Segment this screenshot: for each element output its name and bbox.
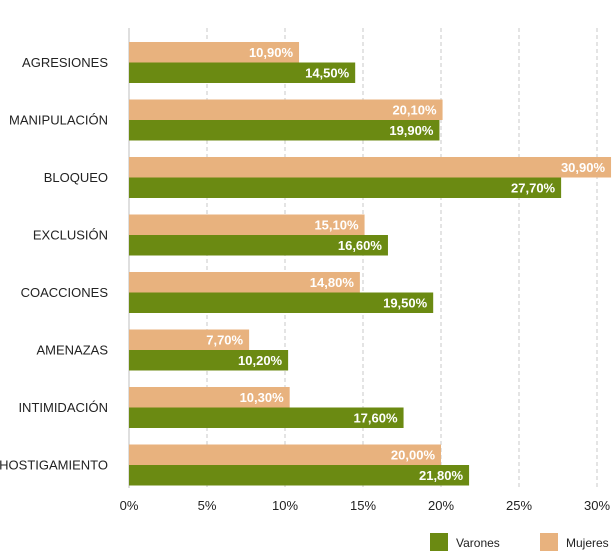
x-tick-label: 15% (350, 498, 376, 513)
x-tick-label: 5% (198, 498, 217, 513)
legend-label-varones: Varones (456, 536, 500, 550)
data-label-mujeres: 15,10% (314, 217, 359, 232)
bar-varones[interactable] (129, 292, 434, 314)
bar-varones[interactable] (129, 350, 289, 371)
bar-mujeres[interactable] (129, 157, 612, 178)
data-label-varones: 19,90% (389, 123, 434, 138)
legend-label-mujeres: Mujeres (566, 536, 609, 550)
bar-varones[interactable] (129, 120, 440, 141)
legend-swatch-varones (430, 533, 448, 551)
bar-mujeres[interactable] (129, 42, 300, 63)
bar-mujeres[interactable] (129, 99, 443, 121)
category-label: INTIMIDACIÓN (18, 400, 108, 415)
bar-mujeres[interactable] (129, 329, 250, 351)
data-label-varones: 17,60% (353, 410, 398, 425)
category-label: AGRESIONES (22, 55, 108, 70)
bar-mujeres[interactable] (129, 387, 290, 408)
bar-varones[interactable] (129, 465, 470, 486)
data-label-mujeres: 14,80% (310, 275, 355, 290)
bar-varones[interactable] (129, 235, 388, 256)
category-label: COACCIONES (21, 285, 109, 300)
data-label-varones: 21,80% (419, 468, 464, 483)
category-label: HOSTIGAMIENTO (0, 458, 108, 473)
data-label-mujeres: 30,90% (561, 160, 606, 175)
x-tick-label: 25% (506, 498, 532, 513)
data-label-varones: 10,20% (238, 353, 283, 368)
data-label-varones: 14,50% (305, 65, 350, 80)
category-label: MANIPULACIÓN (9, 113, 108, 128)
data-label-mujeres: 20,10% (392, 102, 437, 117)
x-tick-label: 20% (428, 498, 454, 513)
data-label-mujeres: 10,90% (249, 45, 294, 60)
data-label-varones: 19,50% (383, 295, 428, 310)
bar-mujeres[interactable] (129, 272, 360, 293)
category-label: BLOQUEO (44, 170, 108, 185)
x-tick-label: 0% (120, 498, 139, 513)
data-label-mujeres: 7,70% (206, 332, 243, 347)
data-label-mujeres: 10,30% (240, 390, 285, 405)
bar-mujeres[interactable] (129, 444, 441, 466)
bar-varones[interactable] (129, 62, 356, 84)
bar-varones[interactable] (129, 407, 404, 429)
data-label-mujeres: 20,00% (391, 447, 436, 462)
bar-mujeres[interactable] (129, 214, 365, 236)
category-label: AMENAZAS (36, 343, 108, 358)
data-label-varones: 16,60% (338, 238, 383, 253)
x-tick-label: 30% (584, 498, 610, 513)
data-label-varones: 27,70% (511, 180, 556, 195)
x-tick-label: 10% (272, 498, 298, 513)
legend-swatch-mujeres (540, 533, 558, 551)
category-label: EXCLUSIÓN (33, 228, 108, 243)
bar-varones[interactable] (129, 177, 562, 199)
